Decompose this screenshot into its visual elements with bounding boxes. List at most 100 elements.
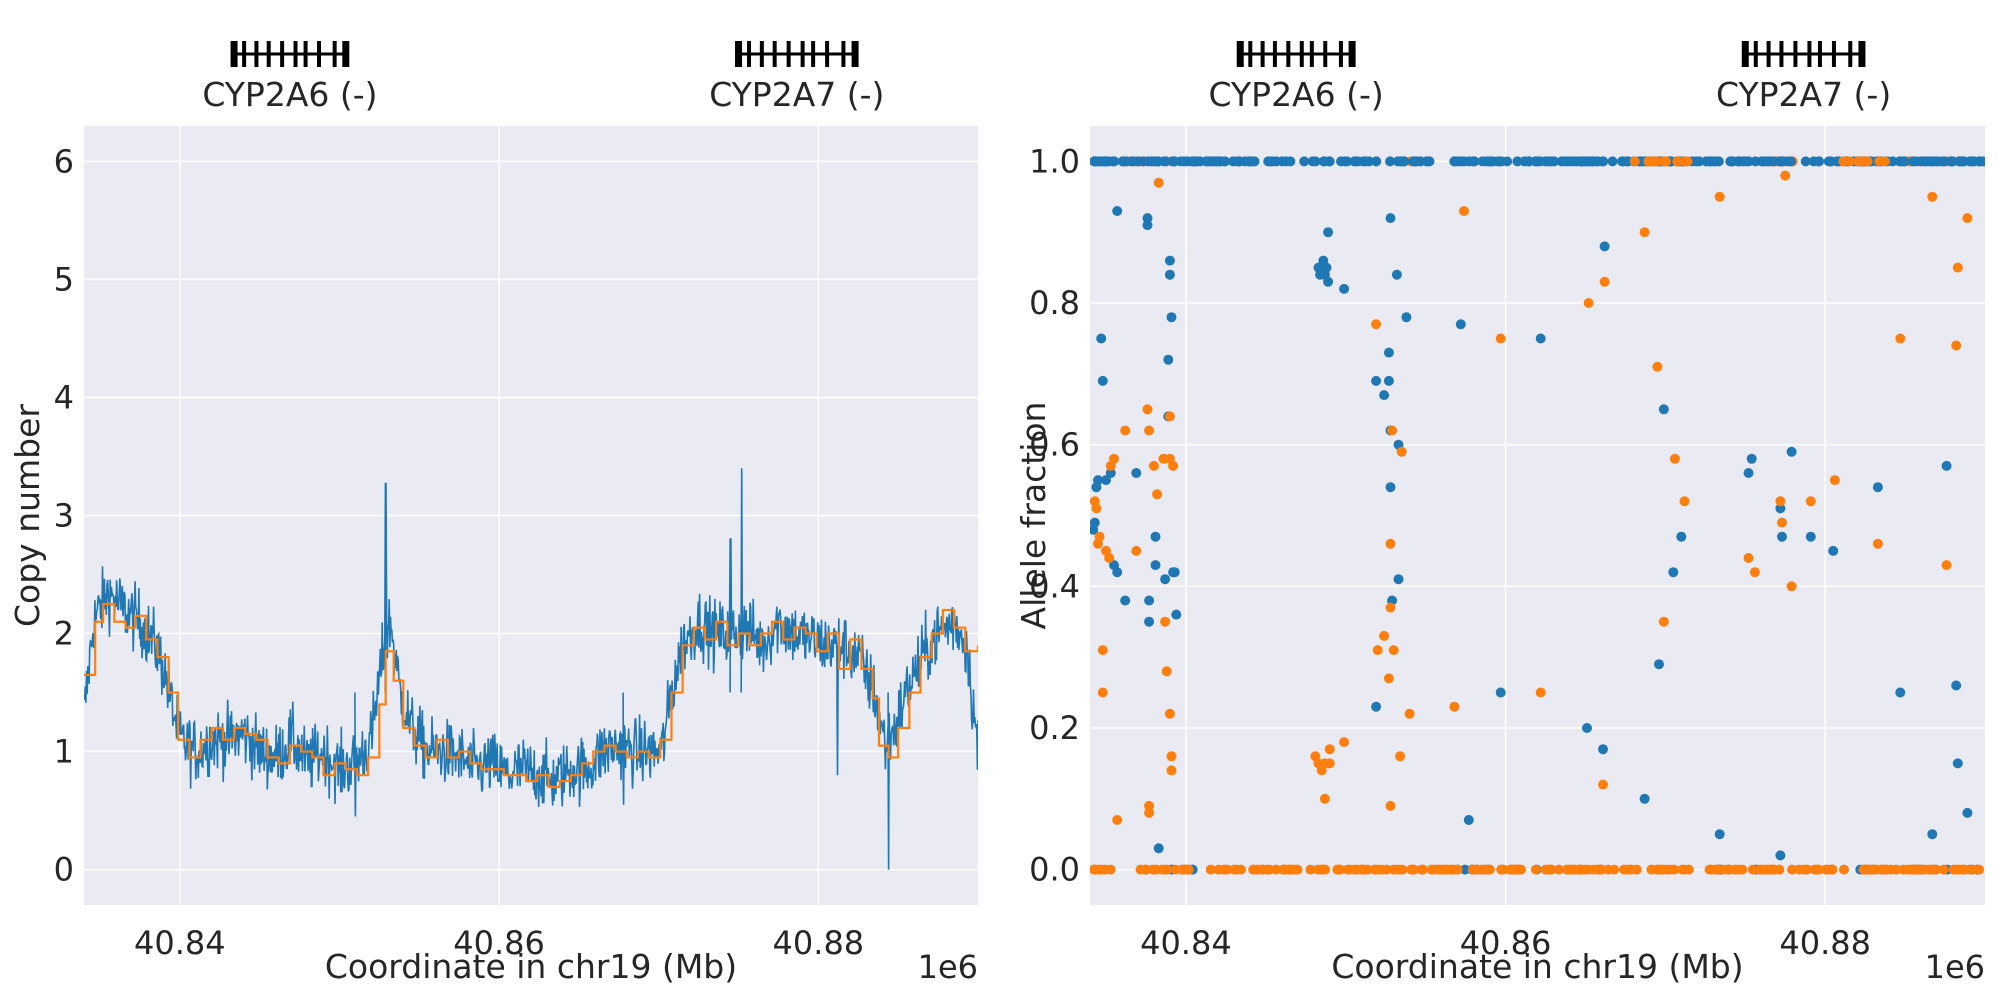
allele-point — [1691, 156, 1702, 167]
allele-point — [1800, 156, 1811, 167]
allele-point — [1350, 156, 1361, 167]
allele-point — [1449, 156, 1460, 167]
exon-mark — [1236, 41, 1244, 67]
allele-point — [1091, 503, 1102, 514]
allele-point — [1371, 156, 1382, 167]
allele-point — [1313, 864, 1324, 875]
allele-point — [1249, 864, 1260, 875]
exon-mark — [242, 41, 247, 67]
allele-point — [1838, 156, 1849, 167]
allele-point — [1512, 156, 1523, 167]
allele-point — [1383, 673, 1394, 684]
allele-point — [1126, 156, 1137, 167]
gene-label: CYP2A6 (-) — [1209, 75, 1384, 114]
allele-point — [1271, 864, 1282, 875]
allele-point — [1786, 446, 1797, 457]
allele-point — [1407, 864, 1418, 875]
allele-point — [1144, 425, 1155, 436]
allele-point — [1958, 156, 1969, 167]
allele-point — [1777, 531, 1787, 542]
y-tick-label: 0 — [54, 851, 74, 889]
allele-point — [1952, 758, 1963, 769]
allele-point — [1169, 567, 1180, 578]
allele-point — [1927, 191, 1938, 202]
allele-point — [1218, 864, 1229, 875]
y-tick-label: 0.0 — [1029, 851, 1080, 889]
allele-point — [1920, 864, 1931, 875]
exon-mark — [266, 41, 271, 67]
allele-point — [1339, 737, 1350, 748]
allele-point — [1464, 156, 1475, 167]
exon-mark — [1286, 41, 1291, 67]
allele-point — [1927, 829, 1938, 840]
allele-point — [1147, 864, 1158, 875]
exon-mark — [254, 41, 259, 67]
allele-point — [1383, 375, 1394, 386]
allele-point — [1160, 616, 1171, 627]
allele-point — [1112, 815, 1123, 825]
allele-point — [1404, 708, 1415, 719]
allele-point — [1880, 864, 1891, 875]
allele-point — [1502, 156, 1513, 167]
allele-point — [1619, 864, 1630, 875]
allele-point — [1144, 800, 1155, 811]
allele-point — [1658, 616, 1669, 627]
allele-point — [1323, 227, 1334, 238]
allele-point — [1393, 574, 1404, 585]
y-tick-label: 0.4 — [1029, 567, 1080, 605]
allele-point — [1323, 276, 1334, 287]
exon-mark — [1848, 41, 1853, 67]
allele-point — [1743, 468, 1754, 478]
allele-point — [1385, 538, 1396, 549]
copy-number-panel: 0 1 2 3 4 5 6 40.84 40.86 40.88 Coordinate in chr1… — [8, 41, 978, 986]
allele-point — [1160, 574, 1171, 585]
allele-point — [1658, 156, 1669, 167]
allele-point — [1144, 616, 1155, 627]
y-tick-label: 0.8 — [1029, 284, 1080, 322]
allele-point — [1387, 425, 1398, 436]
allele-point — [1669, 864, 1680, 875]
allele-point — [1164, 269, 1175, 280]
allele-point — [1651, 156, 1661, 167]
allele-point — [1150, 531, 1161, 542]
allele-point — [1679, 496, 1690, 507]
exon-mark — [1766, 41, 1771, 67]
exon-mark — [1741, 41, 1749, 67]
allele-point — [1305, 864, 1316, 875]
exon-mark — [316, 41, 321, 67]
allele-point — [1094, 531, 1105, 542]
allele-point — [1236, 864, 1246, 875]
allele-point — [1284, 864, 1295, 875]
allele-point — [1459, 864, 1470, 875]
allele-point — [1112, 206, 1123, 216]
y-axis-label: Copy number — [8, 404, 47, 627]
exon-mark — [293, 41, 298, 67]
y-tick-label: 3 — [54, 497, 74, 535]
x-axis-label: Coordinate in chr19 (Mb) — [1331, 947, 1743, 986]
allele-point — [1827, 864, 1838, 875]
allele-point — [1775, 850, 1786, 861]
allele-point — [1416, 864, 1427, 875]
allele-point — [1658, 404, 1669, 415]
allele-point — [1516, 864, 1526, 875]
exon-mark — [759, 41, 764, 67]
allele-point — [1339, 283, 1350, 294]
exon-mark — [303, 41, 308, 67]
exon-mark — [811, 41, 816, 67]
allele-point — [1677, 864, 1688, 875]
allele-point — [1171, 609, 1182, 620]
allele-point — [1631, 864, 1642, 875]
gene-track: CYP2A6 (-) — [1209, 41, 1384, 114]
allele-point — [1093, 475, 1103, 486]
allele-point — [1794, 864, 1805, 875]
exon-mark — [735, 41, 743, 67]
allele-point — [1530, 864, 1541, 875]
allele-point — [1437, 864, 1448, 875]
allele-point — [1672, 156, 1683, 167]
allele-point — [1379, 630, 1390, 641]
allele-point — [1096, 333, 1107, 344]
allele-point — [1455, 319, 1466, 330]
allele-point — [1383, 347, 1394, 358]
allele-point — [1166, 312, 1177, 323]
